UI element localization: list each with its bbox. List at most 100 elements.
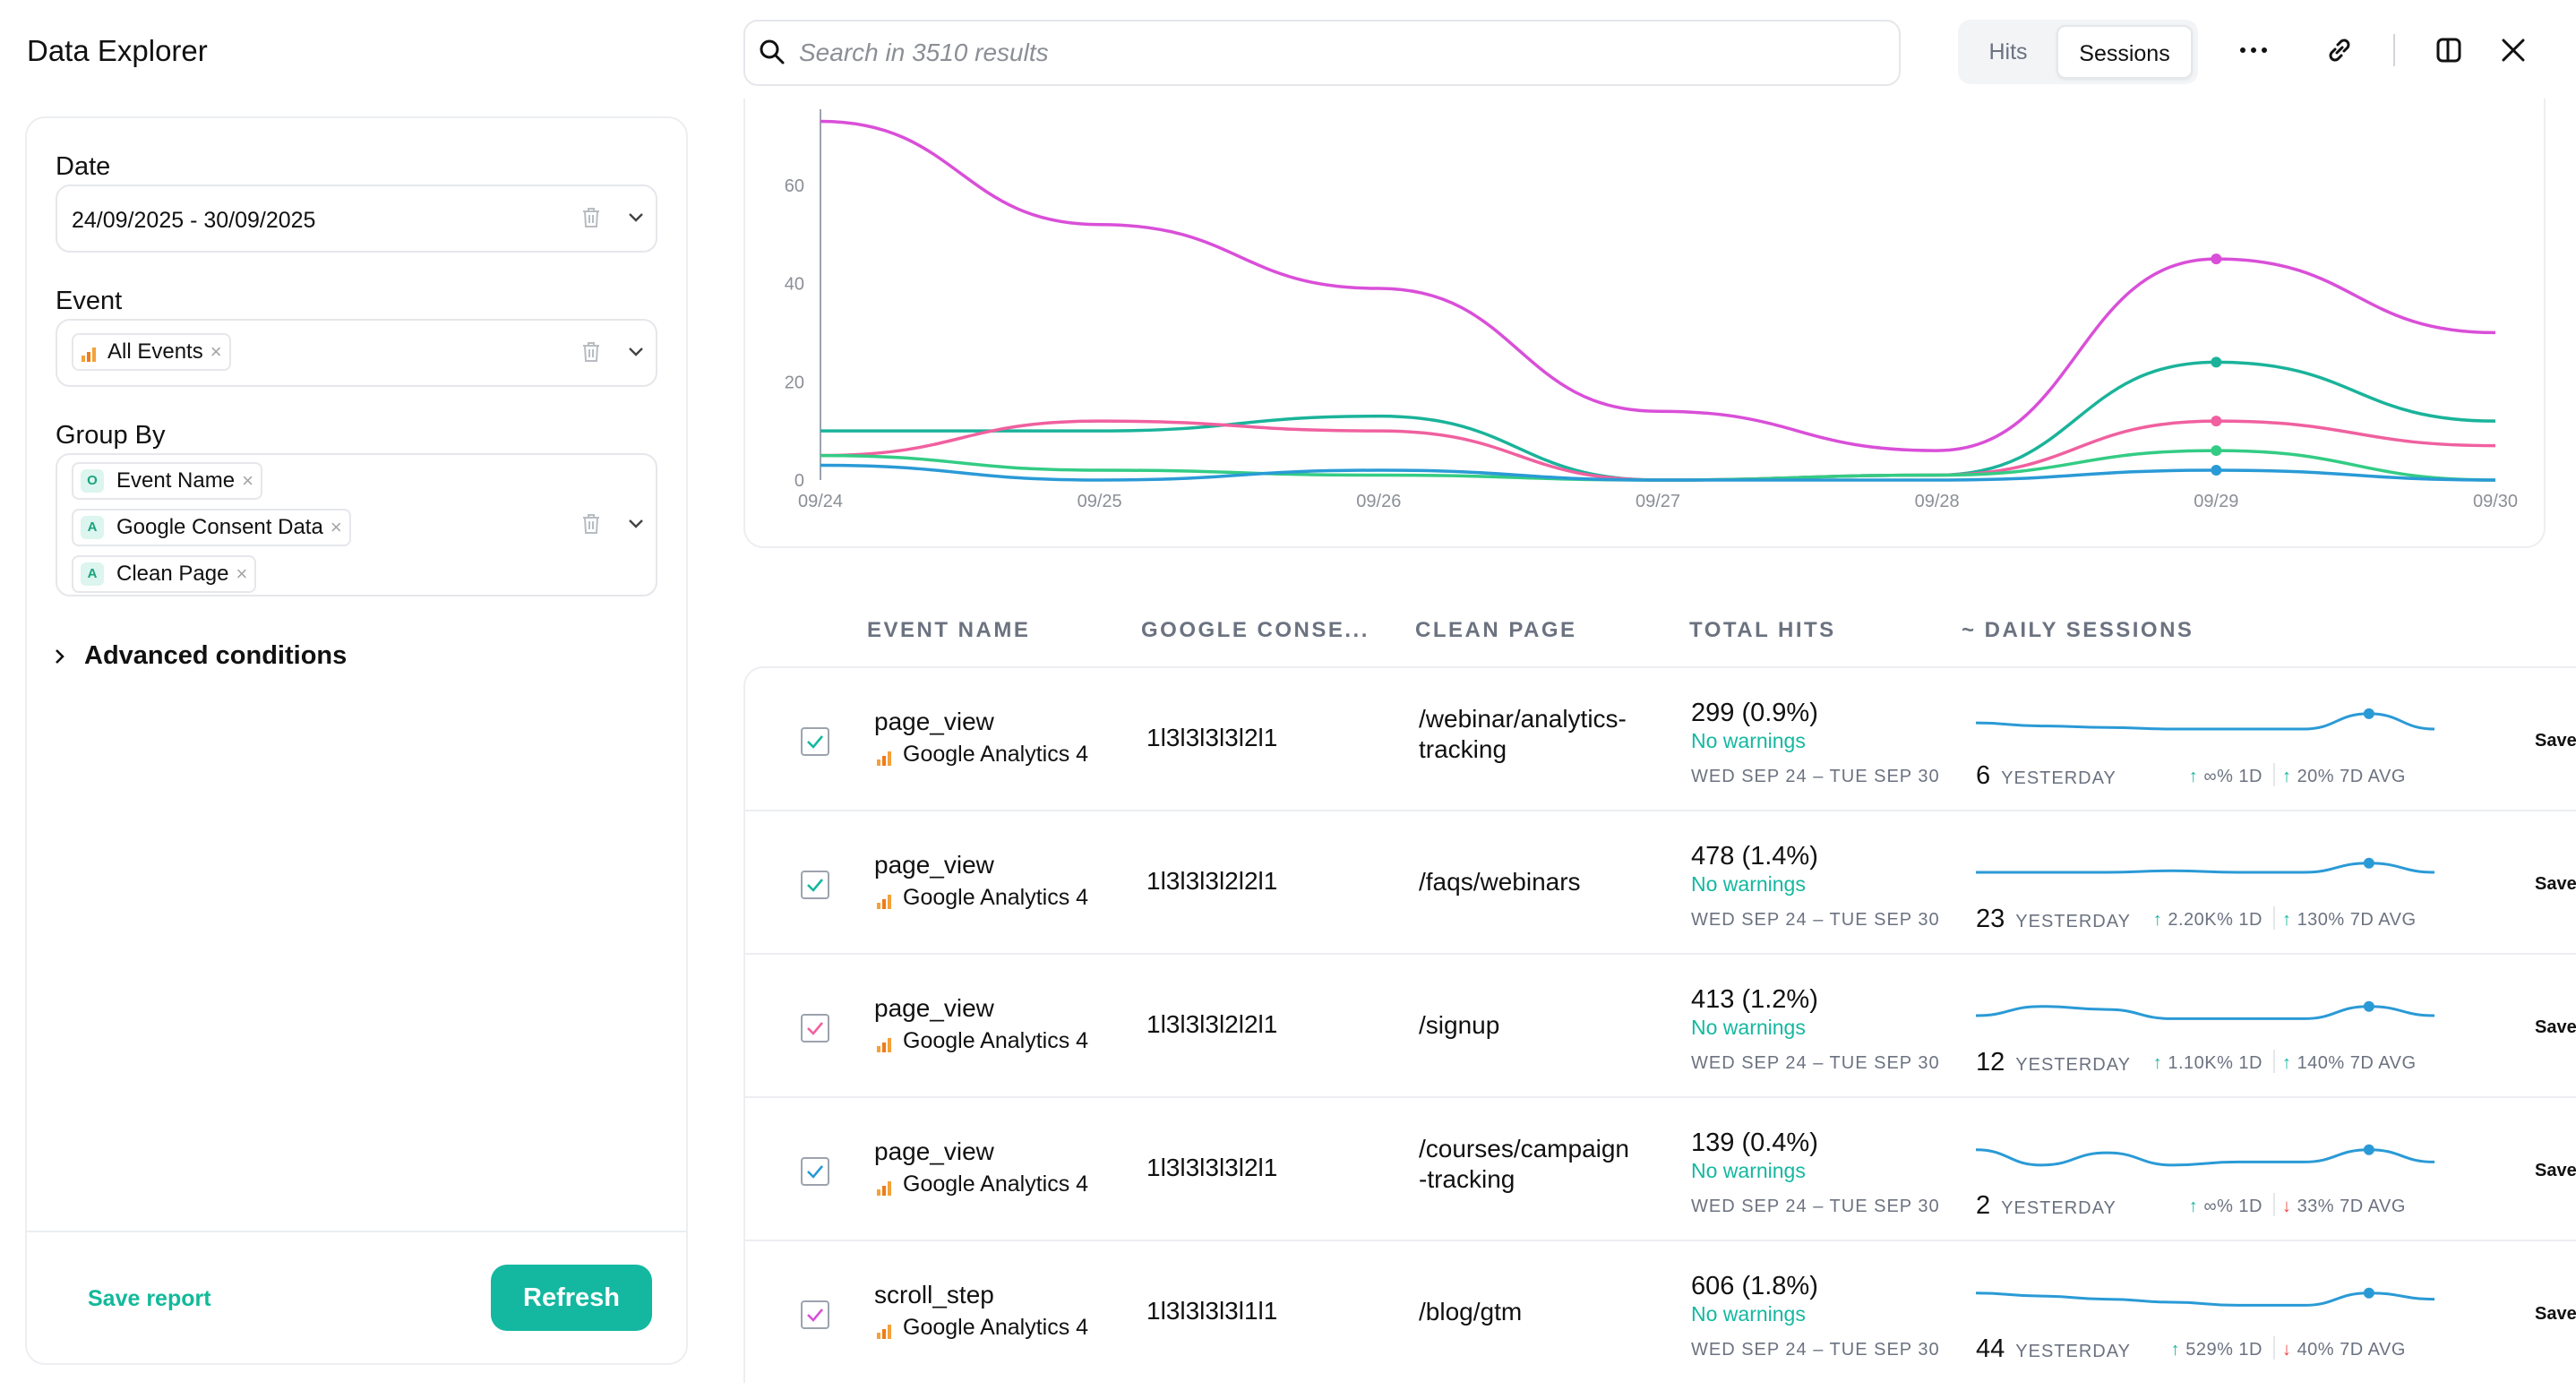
- check-icon: [807, 735, 823, 749]
- yesterday-stat: 44 YESTERDAY: [1976, 1334, 2131, 1364]
- ga-bars-icon: [876, 747, 892, 766]
- trash-icon[interactable]: [580, 512, 602, 536]
- trend-divider: [2273, 763, 2275, 786]
- split-panel-icon[interactable]: [2429, 30, 2469, 70]
- header-total-hits[interactable]: TOTAL HITS: [1689, 618, 1836, 642]
- x-tick-label: 09/28: [1915, 492, 1960, 511]
- close-icon[interactable]: [2494, 30, 2533, 70]
- total-hits: 139 (0.4%): [1691, 1128, 1818, 1157]
- total-hits: 606 (1.8%): [1691, 1272, 1818, 1300]
- group-chip-clean-page[interactable]: A Clean Page ×: [72, 555, 257, 593]
- event-source: Google Analytics 4: [876, 742, 1088, 768]
- sparkline: [1975, 708, 2435, 731]
- header-event-name[interactable]: EVENT NAME: [867, 618, 1031, 642]
- series-point: [2211, 465, 2222, 476]
- trend-divider: [2273, 1050, 2275, 1073]
- save-report-link[interactable]: Save report: [88, 1286, 211, 1311]
- row-checkbox[interactable]: [801, 727, 829, 756]
- group-by-field[interactable]: O Event Name × A Google Consent Data × A…: [56, 453, 657, 596]
- warnings-status: No warnings: [1691, 729, 1806, 752]
- warnings-status: No warnings: [1691, 872, 1806, 896]
- ga-bars-icon: [81, 344, 97, 362]
- google-consent-value: 1l3l3l3l3l2l1: [1146, 1154, 1278, 1181]
- row-checkbox[interactable]: [801, 871, 829, 899]
- ga-bars-icon: [876, 890, 892, 909]
- trend-1d-value: 1.10K% 1D: [2168, 1053, 2263, 1073]
- event-field[interactable]: All Events ×: [56, 319, 657, 387]
- trash-icon[interactable]: [580, 340, 602, 364]
- trend-1d-value: ∞% 1D: [2203, 767, 2263, 786]
- event-chip-label: All Events: [107, 339, 203, 364]
- table-row[interactable]: page_view Google Analytics 4 1l3l3l3l2l2…: [743, 953, 2576, 1096]
- toggle-sessions[interactable]: Sessions: [2057, 25, 2193, 79]
- view-toggle: Hits Sessions: [1958, 20, 2198, 84]
- trend-1d-value: 529% 1D: [2185, 1340, 2263, 1360]
- remove-chip-icon[interactable]: ×: [242, 469, 253, 492]
- chevron-down-icon[interactable]: [627, 518, 645, 530]
- table-row[interactable]: page_view Google Analytics 4 1l3l3l3l3l2…: [743, 666, 2576, 810]
- more-horizontal-icon[interactable]: [2234, 30, 2273, 70]
- clean-page-line: /webinar/analytics-: [1419, 705, 1627, 733]
- table-row[interactable]: scroll_step Google Analytics 4 1l3l3l3l3…: [743, 1240, 2576, 1383]
- table-row[interactable]: page_view Google Analytics 4 1l3l3l3l3l2…: [743, 1096, 2576, 1240]
- check-icon: [807, 1165, 823, 1179]
- clean-page-value: /faqs/webinars: [1419, 867, 1661, 897]
- date-range: WED SEP 24 – TUE SEP 30: [1691, 910, 1940, 930]
- group-chip-label: Event Name: [116, 468, 236, 493]
- remove-chip-icon[interactable]: ×: [236, 562, 248, 585]
- sparkline: [1975, 1144, 2435, 1167]
- header-daily-sessions[interactable]: ~ DAILY SESSIONS: [1962, 618, 2194, 642]
- event-chip[interactable]: All Events ×: [72, 333, 231, 371]
- advanced-conditions[interactable]: Advanced conditions: [54, 641, 347, 671]
- advanced-conditions-label: Advanced conditions: [84, 641, 348, 670]
- save-action[interactable]: Save: [2535, 731, 2576, 751]
- clean-page-value: /courses/campaign -tracking: [1419, 1134, 1661, 1195]
- save-action[interactable]: Save: [2535, 1017, 2576, 1037]
- header-google-consent[interactable]: GOOGLE CONSE...: [1141, 618, 1370, 642]
- yesterday-value: 6: [1976, 761, 1991, 790]
- group-chip-event-name[interactable]: O Event Name ×: [72, 462, 262, 500]
- sparkline-point: [2363, 708, 2374, 719]
- row-checkbox[interactable]: [801, 1157, 829, 1186]
- header-clean-page[interactable]: CLEAN PAGE: [1415, 618, 1577, 642]
- warnings-status: No warnings: [1691, 1159, 1806, 1182]
- link-icon[interactable]: [2320, 30, 2359, 70]
- table-row[interactable]: page_view Google Analytics 4 1l3l3l3l2l2…: [743, 810, 2576, 953]
- search-input[interactable]: [799, 21, 1874, 84]
- yesterday-value: 2: [1976, 1191, 1991, 1220]
- save-action[interactable]: Save: [2535, 1304, 2576, 1324]
- refresh-button[interactable]: Refresh: [491, 1265, 652, 1331]
- remove-chip-icon[interactable]: ×: [330, 516, 342, 538]
- sparkline: [1975, 1287, 2435, 1307]
- sparkline-point: [2363, 857, 2374, 869]
- trash-icon[interactable]: [580, 206, 602, 229]
- group-chip-google-consent[interactable]: A Google Consent Data ×: [72, 509, 351, 546]
- warnings-status: No warnings: [1691, 1302, 1806, 1326]
- x-tick-label: 09/25: [1078, 492, 1122, 511]
- toggle-hits[interactable]: Hits: [1988, 39, 2028, 64]
- trend-arrow: ↓: [2282, 1340, 2292, 1360]
- clean-page-line: -tracking: [1419, 1165, 1516, 1193]
- row-checkbox[interactable]: [801, 1014, 829, 1042]
- save-action[interactable]: Save: [2535, 874, 2576, 894]
- filter-sidebar: [25, 116, 688, 1365]
- series-line: [820, 463, 2496, 482]
- trend-7d: ↑ 130% 7D AVG: [2282, 910, 2417, 931]
- y-tick-label: 40: [785, 275, 804, 295]
- row-checkbox[interactable]: [801, 1300, 829, 1329]
- save-action[interactable]: Save: [2535, 1161, 2576, 1180]
- x-tick-label: 09/26: [1356, 492, 1401, 511]
- y-tick-label: 20: [785, 373, 804, 392]
- chevron-down-icon[interactable]: [627, 211, 645, 224]
- event-source: Google Analytics 4: [876, 1315, 1088, 1341]
- event-source-label: Google Analytics 4: [903, 1315, 1089, 1340]
- remove-chip-icon[interactable]: ×: [210, 340, 222, 363]
- chevron-down-icon[interactable]: [627, 346, 645, 358]
- search-box[interactable]: [743, 20, 1901, 86]
- date-field[interactable]: 24/09/2025 - 30/09/2025: [56, 184, 657, 253]
- x-tick-label: 09/29: [2194, 492, 2238, 511]
- trend-arrow: ↑: [2188, 1197, 2199, 1216]
- series-point: [2211, 253, 2222, 265]
- trend-1d: ↑ ∞% 1D: [2189, 767, 2263, 787]
- yesterday-value: 44: [1976, 1334, 2005, 1363]
